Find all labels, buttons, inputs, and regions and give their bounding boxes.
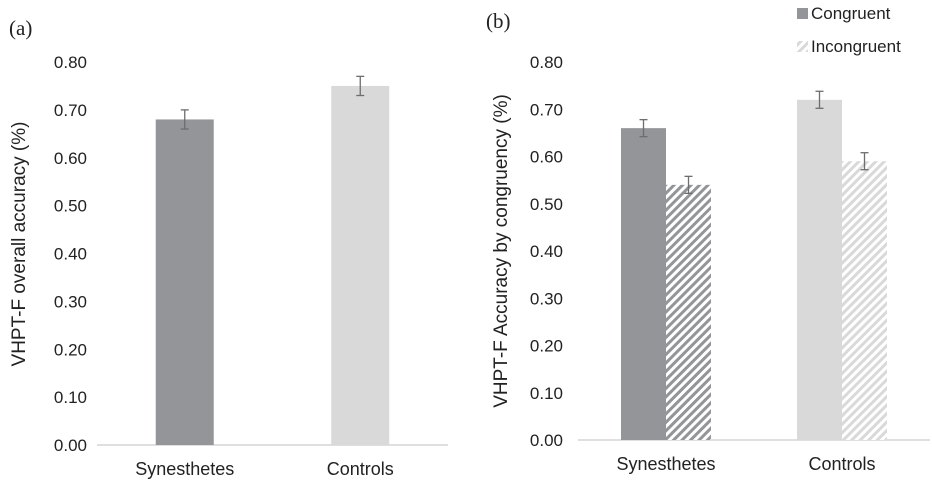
panel-a-y-tick-0-40: 0.40	[54, 245, 87, 264]
panel-a-y-tick-0-60: 0.60	[54, 149, 87, 168]
panel-b-category-synesthetes: Synesthetes	[616, 454, 715, 474]
panel-a-y-tick-0-10: 0.10	[54, 388, 87, 407]
legend-label-incongruent: Incongruent	[811, 37, 901, 56]
panel-a-bar-synesthetes	[155, 119, 214, 445]
panel-a-y-tick-0-80: 0.80	[54, 53, 87, 72]
panel-b-y-tick-0-00: 0.00	[530, 431, 563, 450]
panel-b-bar-controls-congruent	[797, 99, 842, 441]
panel-a-y-tick-0-50: 0.50	[54, 197, 87, 216]
panel-b-y-tick-0-20: 0.20	[530, 337, 563, 356]
panel-b-label: (b)	[486, 9, 511, 33]
panel-a-y-tick-0-30: 0.30	[54, 292, 87, 311]
panel-a-label: (a)	[9, 16, 32, 40]
panel-b-y-tick-0-70: 0.70	[530, 100, 563, 119]
panel-a-y-tick-0-20: 0.20	[54, 340, 87, 359]
legend: Congruent Incongruent	[797, 4, 901, 56]
panel-a-bars	[155, 85, 390, 445]
panel-b-chart: (b) VHPT-F Accuracy by congruency (%) 0.…	[486, 4, 930, 474]
panel-a-chart: (a) VHPT-F overall accuracy (%) 0.00 0.10…	[9, 16, 448, 479]
panel-a-y-axis-title: VHPT-F overall accuracy (%)	[9, 122, 30, 367]
panel-b-category-labels: Synesthetes Controls	[616, 454, 875, 474]
panel-a-category-controls: Controls	[327, 459, 394, 479]
panel-b-bar-controls-incongruent	[842, 161, 887, 440]
panel-b-error-bars	[639, 90, 869, 195]
panel-a-category-synesthetes: Synesthetes	[135, 459, 234, 479]
panel-b-bar-synesthetes-incongruent	[666, 184, 711, 440]
panel-b-category-controls: Controls	[808, 454, 875, 474]
panel-a-error-bars	[180, 75, 365, 130]
legend-label-congruent: Congruent	[811, 4, 891, 23]
panel-a-y-tick-0-00: 0.00	[54, 436, 87, 455]
panel-b-y-tick-0-10: 0.10	[530, 384, 563, 403]
panel-b-y-tick-labels: 0.00 0.10 0.20 0.30 0.40 0.50 0.60 0.70 0.80	[530, 53, 563, 450]
panel-b-y-tick-0-60: 0.60	[530, 148, 563, 167]
panel-a-category-labels: Synesthetes Controls	[135, 459, 394, 479]
panel-a-y-tick-labels: 0.00 0.10 0.20 0.30 0.40 0.50 0.60 0.70 0.80	[54, 53, 87, 455]
panel-a-bar-controls	[331, 85, 390, 445]
panel-b-y-axis-title: VHPT-F Accuracy by congruency (%)	[491, 94, 512, 408]
panel-b-bar-synesthetes-congruent	[621, 128, 666, 440]
panel-b-y-tick-0-80: 0.80	[530, 53, 563, 72]
legend-swatch-congruent	[797, 8, 808, 19]
panel-b-y-tick-0-30: 0.30	[530, 289, 563, 308]
panel-a-y-tick-0-70: 0.70	[54, 101, 87, 120]
panel-b-y-tick-0-50: 0.50	[530, 195, 563, 214]
panel-b-bars	[621, 99, 887, 441]
legend-swatch-incongruent	[797, 41, 808, 52]
panel-b-y-tick-0-40: 0.40	[530, 242, 563, 261]
